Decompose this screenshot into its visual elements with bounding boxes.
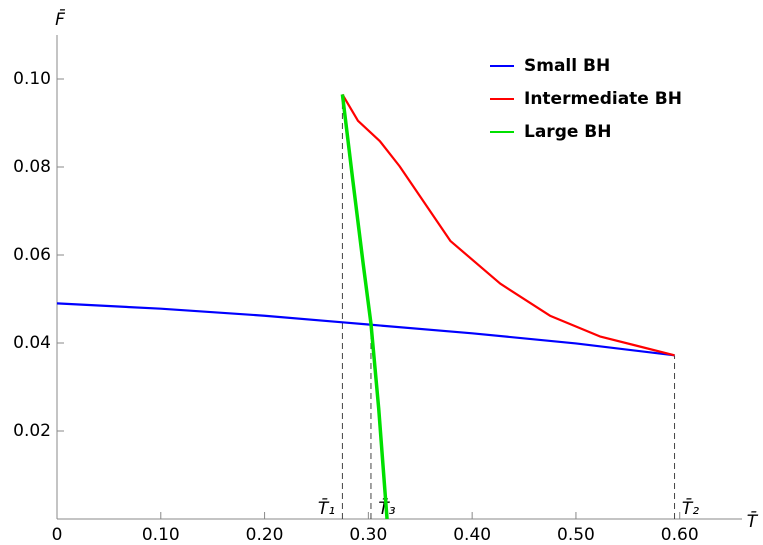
x-tick-label: 0.60 (661, 525, 699, 545)
legend-label: Small BH (524, 56, 610, 76)
x-tick-label: 0 (52, 525, 63, 545)
marker-label: T̄₂ (682, 497, 699, 519)
marker-label: T̄₁ (318, 497, 335, 519)
y-tick-label: 0.06 (13, 245, 51, 265)
series-line (341, 93, 675, 357)
x-tick-label: 0.10 (142, 525, 180, 545)
x-axis-label: T̄ (747, 510, 759, 532)
y-axis-label: F̄ (55, 8, 65, 30)
series-line (340, 94, 389, 520)
x-tick-label: 0.40 (453, 525, 491, 545)
y-tick-label: 0.10 (13, 69, 51, 89)
y-tick-label: 0.08 (13, 157, 51, 177)
x-tick-label: 0.30 (349, 525, 387, 545)
legend-label: Intermediate BH (524, 89, 682, 109)
series-line (56, 302, 675, 357)
legend-label: Large BH (524, 122, 612, 142)
x-tick-label: 0.20 (246, 525, 284, 545)
x-tick-label: 0.50 (557, 525, 595, 545)
y-tick-label: 0.04 (13, 333, 51, 353)
y-tick-label: 0.02 (13, 421, 51, 441)
